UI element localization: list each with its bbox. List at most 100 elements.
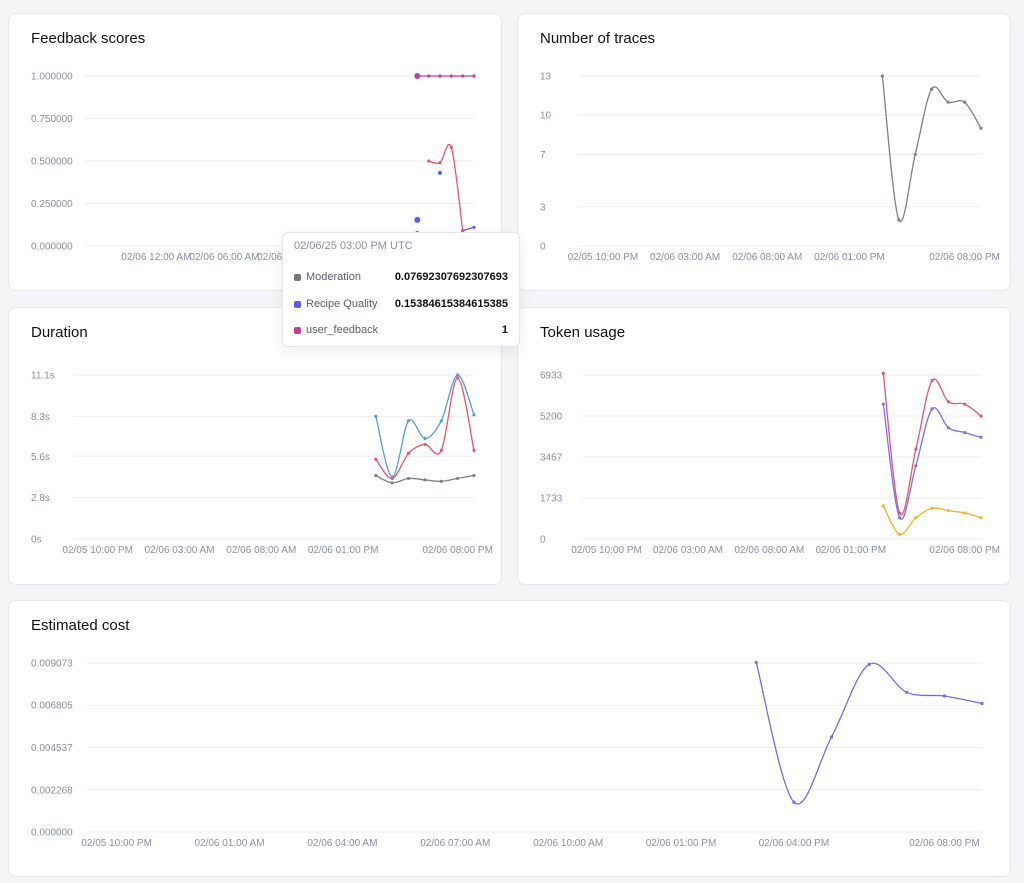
- number-of-traces-chart[interactable]: 0 3 7 10 13 02/05 10:00 PM 02/06 03:00 AM 02/06…: [518, 14, 1012, 292]
- y-tick-label: 0.009073: [31, 659, 73, 670]
- data-point: [438, 74, 442, 78]
- data-point: [754, 660, 758, 665]
- data-point: [979, 126, 983, 130]
- data-point: [963, 430, 967, 435]
- data-point: [449, 145, 453, 149]
- data-point: [792, 800, 796, 804]
- data-point: [946, 426, 951, 430]
- data-point: [427, 159, 431, 163]
- x-tick-label: 02/06 01:00 PM: [815, 545, 886, 556]
- x-tick-label: 02/05 10:00 PM: [62, 545, 133, 556]
- data-point: [472, 225, 476, 229]
- series-line: [882, 404, 982, 520]
- data-point: [406, 419, 411, 423]
- data-point: [439, 419, 443, 423]
- series-line: [375, 377, 475, 480]
- data-point: [914, 464, 918, 468]
- data-point: [456, 476, 460, 481]
- data-point: [942, 694, 946, 698]
- x-tick-label: 02/06 01:00 AM: [194, 838, 264, 849]
- series-swatch: [294, 274, 301, 281]
- data-point: [962, 100, 967, 104]
- x-tick-label: 02/06 12:00 AM: [121, 252, 191, 263]
- data-point: [930, 506, 934, 510]
- data-point: [390, 481, 394, 485]
- x-tick-label: 02/06 01:00 PM: [308, 545, 379, 556]
- y-tick-label: 5.6s: [31, 452, 50, 463]
- token-usage-chart[interactable]: 0 1733 3467 5200 6933 02/05 10:00 PM 02/06 03:…: [518, 308, 1012, 586]
- data-point: [881, 504, 885, 508]
- y-tick-label: 8.3s: [31, 412, 50, 423]
- data-point: [930, 378, 934, 383]
- x-tick-label: 02/06 08:00 PM: [422, 545, 493, 556]
- data-point: [963, 511, 967, 515]
- data-point: [881, 402, 885, 406]
- tooltip-series-value: 1: [501, 324, 508, 336]
- tooltip-series-name: Moderation: [306, 271, 362, 283]
- data-point: [880, 74, 884, 78]
- data-point: [414, 216, 421, 223]
- data-point: [461, 229, 465, 233]
- series-line: [755, 662, 983, 805]
- y-tick-label: 5200: [540, 411, 563, 422]
- y-tick-label: 0.004537: [31, 743, 73, 754]
- data-point: [930, 87, 934, 91]
- data-point: [472, 448, 476, 452]
- estimated-cost-card: Estimated cost 0.000000 0.002268 0.004537 0…: [8, 600, 1011, 877]
- series-line: [462, 226, 475, 232]
- data-point: [946, 400, 951, 404]
- y-tick-label: 0.000000: [31, 242, 73, 253]
- x-tick-label: 02/06 08:00 PM: [929, 545, 1000, 556]
- token-usage-card: Token usage 0 1733 3467 5200 6933 02/05 10:00…: [517, 307, 1011, 585]
- series-line: [881, 75, 982, 223]
- y-tick-label: 6933: [540, 371, 563, 382]
- data-point: [979, 516, 983, 520]
- y-tick-label: 0.002268: [31, 785, 73, 796]
- y-tick-label: 0s: [31, 535, 42, 546]
- number-of-traces-card: Number of traces 0 3 7 10 13 02/05 10:00 PM 02…: [517, 13, 1011, 291]
- x-tick-label: 02/06 01:00 PM: [814, 252, 885, 263]
- data-point: [374, 457, 378, 461]
- tooltip-series-value: 0.15384615384615385: [394, 298, 508, 310]
- data-point: [438, 161, 442, 165]
- tooltip-title: 02/06/25 03:00 PM UTC: [294, 240, 413, 252]
- data-point: [423, 442, 427, 447]
- y-tick-label: 3: [540, 202, 546, 213]
- data-point: [898, 516, 902, 520]
- data-point: [946, 100, 950, 104]
- x-tick-label: 02/06 04:00 AM: [307, 838, 377, 849]
- y-tick-label: 7: [540, 150, 546, 161]
- data-point: [437, 170, 442, 175]
- data-point: [472, 413, 476, 417]
- chart-title: Feedback scores: [31, 30, 146, 47]
- data-point: [414, 73, 421, 79]
- chart-title: Duration: [31, 324, 88, 341]
- chart-title: Number of traces: [540, 30, 656, 47]
- chart-tooltip: 02/06/25 03:00 PM UTC Moderation 0.07692…: [282, 232, 520, 347]
- y-tick-label: 0.006805: [31, 701, 73, 712]
- data-point: [439, 448, 443, 452]
- tooltip-series-value: 0.07692307692307693: [394, 271, 508, 283]
- x-tick-label: 02/06 06:00 AM: [189, 252, 259, 263]
- x-tick-label: 02/06 08:00 PM: [929, 252, 1000, 263]
- x-tick-label: 02/05 10:00 PM: [81, 838, 152, 849]
- x-tick-label: 02/06 03:00 AM: [144, 545, 214, 556]
- y-tick-label: 2.8s: [31, 493, 50, 504]
- tooltip-row-moderation: Moderation 0.07692307692307693: [294, 270, 508, 286]
- data-point: [406, 476, 411, 481]
- data-point: [980, 701, 984, 706]
- data-point: [930, 407, 934, 411]
- duration-chart[interactable]: 0s 2.8s 5.6s 8.3s 11.1s 02/05 10:00 PM 02/06 0…: [9, 308, 503, 586]
- estimated-cost-chart[interactable]: 0.000000 0.002268 0.004537 0.006805 0.009073…: [9, 601, 1012, 878]
- data-point: [449, 74, 453, 78]
- y-tick-label: 13: [540, 72, 552, 83]
- data-point: [829, 735, 834, 739]
- x-tick-label: 02/06 08:00 AM: [734, 545, 804, 556]
- data-point: [439, 479, 443, 483]
- x-tick-label: 02/06 04:00 PM: [759, 838, 830, 849]
- x-tick-label: 02/05 10:00 PM: [568, 252, 639, 263]
- data-point: [946, 509, 951, 513]
- chart-title: Estimated cost: [31, 617, 130, 634]
- y-tick-label: 10: [540, 111, 552, 122]
- data-point: [374, 473, 378, 478]
